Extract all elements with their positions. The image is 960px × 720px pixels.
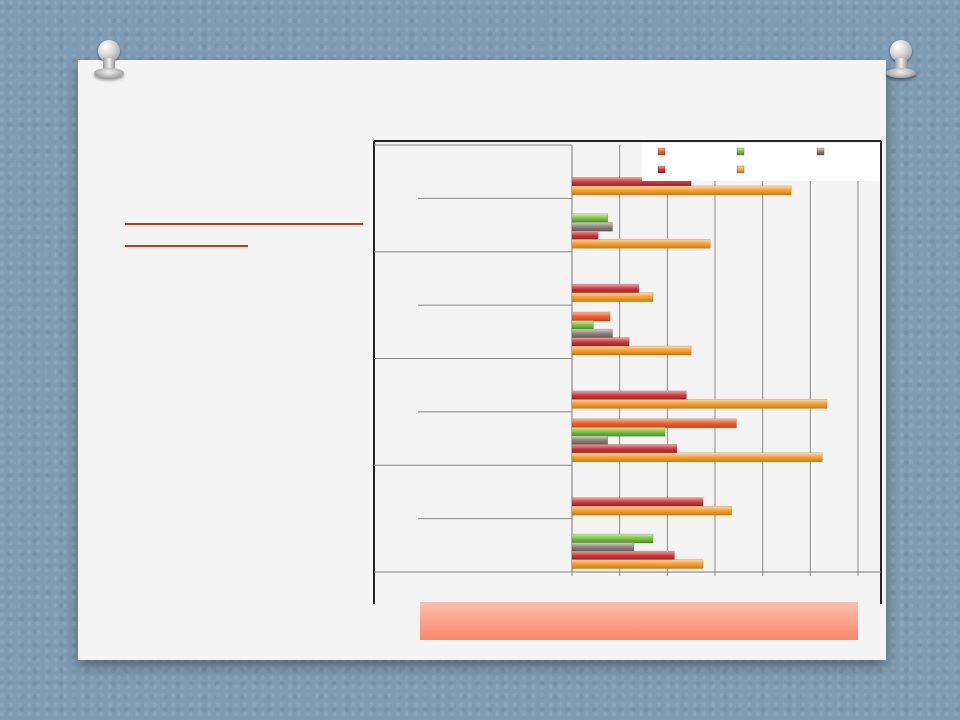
bar [571, 390, 687, 401]
bar [571, 550, 675, 561]
bar [571, 435, 608, 445]
bar [571, 185, 792, 196]
bar [571, 320, 594, 330]
caption-box [420, 602, 858, 640]
bar [571, 418, 737, 428]
bar [571, 213, 608, 223]
bar [571, 328, 613, 339]
bar [571, 239, 711, 249]
bar [571, 542, 635, 552]
legend-swatch [657, 165, 666, 174]
bar [571, 399, 828, 409]
title-underline-1 [125, 223, 363, 225]
bar [571, 452, 823, 462]
legend-swatch [736, 165, 745, 174]
legend-swatch [816, 147, 825, 156]
legend-swatch [736, 147, 745, 156]
bar [571, 505, 732, 516]
bar [571, 533, 654, 544]
pushpin-left-icon [94, 40, 124, 80]
bar [571, 427, 666, 437]
legend-swatch [657, 147, 666, 156]
bar [571, 497, 704, 507]
pushpin-right-icon [886, 40, 916, 80]
bar [571, 444, 678, 454]
bar [571, 311, 611, 322]
bar [571, 222, 613, 232]
title-underline-2 [125, 245, 248, 247]
bar [571, 559, 704, 569]
bar [571, 345, 692, 356]
legend-box [642, 143, 880, 181]
bar [571, 292, 654, 302]
bar [571, 230, 599, 240]
bar [571, 337, 630, 347]
bar [571, 283, 639, 294]
